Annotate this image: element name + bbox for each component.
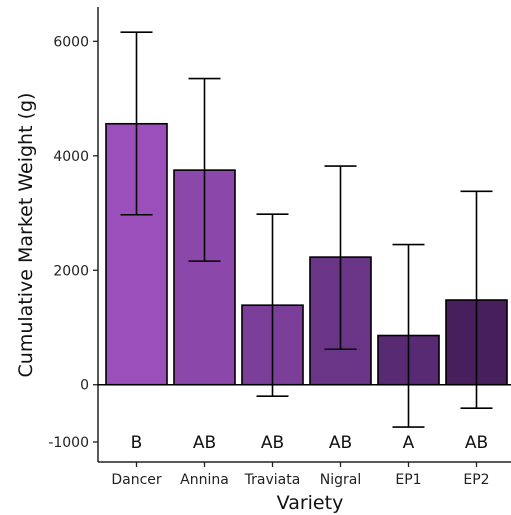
letter-label-annina: AB — [193, 433, 216, 453]
x-ticks-group: Dancer Annina Traviata Nigral EP1 EP2 — [111, 462, 490, 488]
letter-labels-group: B AB AB AB A AB — [131, 433, 488, 453]
y-tick-label: 4000 — [53, 149, 89, 165]
letter-label-ep2: AB — [465, 433, 488, 453]
letter-label-dancer: B — [131, 433, 143, 453]
x-tick-label-annina: Annina — [180, 472, 229, 488]
y-tick-label: 6000 — [53, 34, 89, 50]
x-tick-label-traviata: Traviata — [244, 472, 301, 488]
x-axis-title: Variety — [277, 492, 344, 514]
x-tick-label-ep2: EP2 — [463, 472, 489, 488]
letter-label-ep1: A — [403, 433, 415, 453]
x-tick-label-dancer: Dancer — [111, 472, 162, 488]
x-tick-label-ep1: EP1 — [395, 472, 421, 488]
y-axis-title: Cumulative Market Weight (g) — [15, 93, 37, 378]
y-tick-label: -1000 — [48, 435, 89, 451]
bars-group — [105, 122, 508, 386]
plot-area: B AB AB AB A AB -1000 0 2000 4000 6000 Dancer Anni… — [48, 7, 511, 488]
error-bars-group — [120, 31, 493, 428]
letter-label-nigral: AB — [329, 433, 352, 453]
y-tick-label: 0 — [80, 378, 89, 394]
x-tick-label-nigral: Nigral — [320, 472, 361, 488]
y-ticks-group: -1000 0 2000 4000 6000 — [48, 34, 98, 451]
letter-label-traviata: AB — [261, 433, 284, 453]
y-tick-label: 2000 — [53, 263, 89, 279]
